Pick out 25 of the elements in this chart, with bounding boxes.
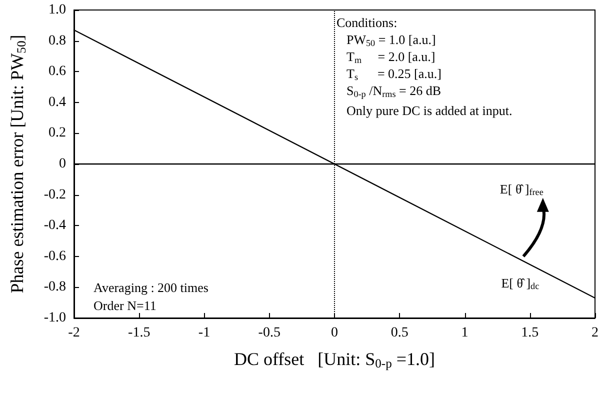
annotation: Only pure DC is added at input.	[346, 103, 512, 118]
x-tick-label: 0	[331, 326, 338, 340]
annotation: Averaging : 200 times	[94, 280, 208, 296]
x-tick-label: 2	[592, 326, 598, 340]
x-tick-label: 0.5	[390, 326, 408, 340]
y-tick-label: -0.6	[44, 248, 66, 264]
x-tick-label: -1.5	[128, 326, 150, 340]
annotation: Order N=11	[94, 298, 156, 314]
y-tick-label: 0.6	[48, 64, 66, 80]
y-tick-label: 0	[59, 156, 66, 172]
y-tick-label: 0.4	[48, 94, 66, 110]
y-axis-title: Phase estimation error [Unit: PW50]	[7, 34, 28, 294]
y-tick-label: -1.0	[44, 310, 66, 326]
x-tick-label: 1	[461, 326, 468, 340]
annotation: Conditions:	[336, 15, 398, 30]
x-tick-label: -0.5	[258, 326, 280, 340]
x-tick-label: -2	[68, 326, 80, 340]
y-tick-label: 0.2	[48, 126, 66, 141]
y-tick-label: 1.0	[48, 2, 66, 18]
y-tick-label: -0.4	[44, 218, 66, 234]
x-tick-label: -1	[198, 326, 210, 340]
y-tick-label: -0.2	[44, 187, 66, 202]
x-tick-label: 1.5	[521, 326, 539, 340]
y-tick-label: -0.8	[44, 280, 66, 295]
y-tick-label: 0.8	[48, 33, 66, 48]
